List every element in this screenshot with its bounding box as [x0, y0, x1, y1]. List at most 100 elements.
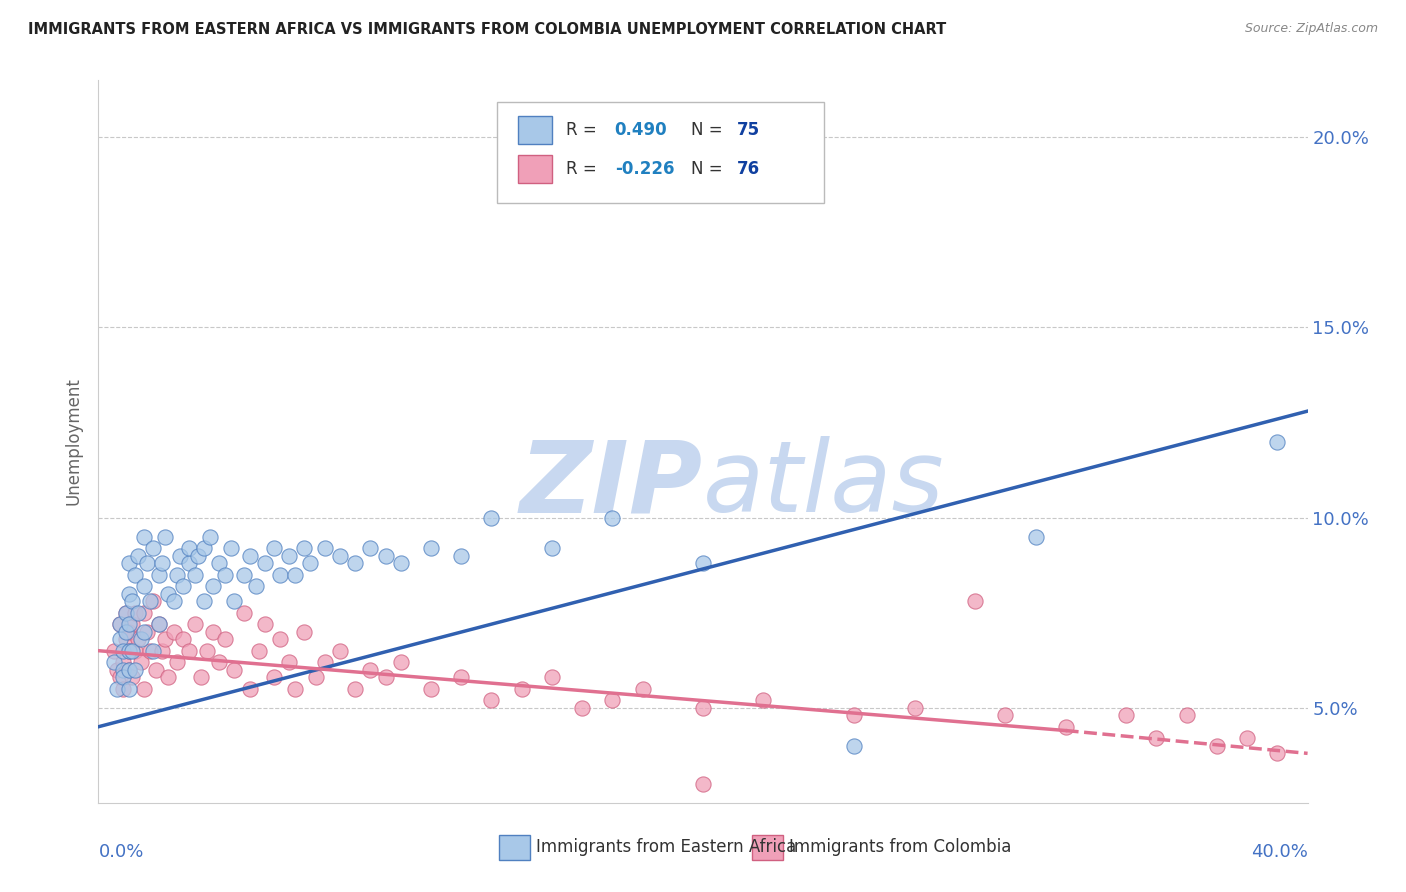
Point [292, 624, 315, 639]
Point [103, 643, 125, 657]
Point [263, 670, 285, 684]
Text: Immigrants from Eastern Africa: Immigrants from Eastern Africa [536, 838, 796, 856]
Point [269, 567, 291, 582]
Point [121, 594, 143, 608]
Text: N =: N = [690, 161, 728, 178]
Point [121, 670, 143, 684]
Point [163, 594, 186, 608]
Point [239, 549, 262, 563]
Point [571, 700, 593, 714]
Point [389, 655, 412, 669]
Point [172, 579, 194, 593]
Text: Immigrants from Colombia: Immigrants from Colombia [789, 838, 1011, 856]
FancyBboxPatch shape [517, 155, 553, 183]
Point [844, 708, 866, 723]
Point [208, 655, 231, 669]
Point [253, 556, 276, 570]
Point [156, 670, 179, 684]
Point [389, 556, 412, 570]
Point [602, 693, 624, 707]
Point [1115, 708, 1137, 723]
Point [118, 663, 141, 677]
Point [187, 549, 209, 563]
Point [124, 643, 146, 657]
Point [169, 549, 191, 563]
Text: 0.490: 0.490 [614, 121, 668, 139]
Point [108, 632, 131, 647]
Point [132, 530, 155, 544]
FancyBboxPatch shape [517, 117, 553, 144]
Point [127, 632, 149, 647]
Point [329, 549, 352, 563]
Point [1144, 731, 1167, 746]
Text: ZIP: ZIP [520, 436, 703, 533]
Text: Source: ZipAtlas.com: Source: ZipAtlas.com [1244, 22, 1378, 36]
Point [360, 663, 382, 677]
Point [269, 632, 291, 647]
Point [179, 643, 201, 657]
Point [195, 643, 218, 657]
Point [1267, 434, 1289, 449]
Point [329, 643, 352, 657]
Point [224, 663, 246, 677]
FancyBboxPatch shape [498, 102, 824, 203]
Point [284, 567, 307, 582]
Point [150, 643, 173, 657]
Point [148, 617, 170, 632]
Point [314, 541, 336, 555]
Point [105, 681, 128, 696]
Point [108, 617, 131, 632]
Point [420, 541, 443, 555]
Point [114, 624, 136, 639]
Point [142, 594, 165, 608]
Point [142, 541, 165, 555]
Point [263, 541, 285, 555]
Point [420, 681, 443, 696]
Point [602, 510, 624, 524]
Point [184, 617, 207, 632]
Point [1267, 747, 1289, 761]
Text: IMMIGRANTS FROM EASTERN AFRICA VS IMMIGRANTS FROM COLOMBIA UNEMPLOYMENT CORRELAT: IMMIGRANTS FROM EASTERN AFRICA VS IMMIGR… [28, 22, 946, 37]
Point [132, 624, 155, 639]
Point [224, 594, 246, 608]
Point [179, 556, 201, 570]
Point [277, 655, 299, 669]
Point [114, 606, 136, 620]
Point [121, 643, 143, 657]
Point [132, 606, 155, 620]
Point [127, 549, 149, 563]
Point [344, 681, 367, 696]
Text: R =: R = [567, 121, 602, 139]
Point [148, 567, 170, 582]
Point [292, 541, 315, 555]
Text: R =: R = [567, 161, 602, 178]
Point [121, 617, 143, 632]
Point [108, 670, 131, 684]
Point [190, 670, 212, 684]
Point [510, 681, 533, 696]
Point [450, 549, 472, 563]
Point [184, 567, 207, 582]
Y-axis label: Unemployment: Unemployment [65, 377, 83, 506]
Point [193, 594, 215, 608]
Point [752, 693, 775, 707]
Point [114, 632, 136, 647]
Point [153, 632, 176, 647]
Point [111, 681, 134, 696]
Point [314, 655, 336, 669]
Text: -0.226: -0.226 [614, 161, 675, 178]
Point [277, 549, 299, 563]
Point [111, 663, 134, 677]
Point [156, 587, 179, 601]
Point [481, 693, 503, 707]
Bar [752, 835, 783, 860]
Point [232, 567, 254, 582]
Point [305, 670, 328, 684]
Point [124, 567, 146, 582]
Point [965, 594, 987, 608]
Point [631, 681, 654, 696]
Text: 76: 76 [737, 161, 761, 178]
Point [214, 632, 236, 647]
Point [118, 556, 141, 570]
Point [374, 670, 396, 684]
